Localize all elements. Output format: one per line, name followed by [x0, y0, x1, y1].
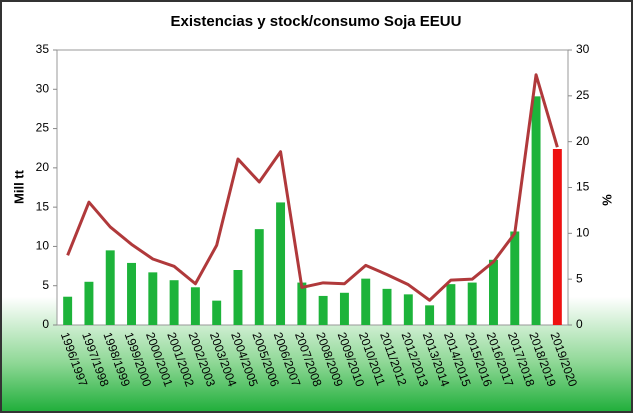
y-axis-label: Mill tt: [11, 169, 26, 204]
y-tick-label: 20: [36, 160, 50, 174]
y-tick-label: 0: [42, 317, 49, 331]
line: [66, 73, 559, 302]
y2-tick-label: 0: [576, 317, 583, 331]
bar: [190, 287, 200, 325]
y2-tick-label: 20: [576, 134, 590, 148]
bar: [489, 259, 498, 325]
y2-tick-label: 15: [576, 180, 590, 194]
bar: [254, 229, 264, 325]
bar: [233, 270, 243, 325]
y-tick-label: 5: [42, 278, 49, 292]
y-tick-label: 35: [36, 42, 50, 56]
y-tick-label: 15: [36, 199, 50, 213]
bar: [510, 231, 520, 325]
y2-tick-label: 25: [576, 88, 590, 102]
bar: [127, 262, 136, 325]
bar: [276, 202, 286, 325]
bar: [169, 280, 179, 325]
bar: [84, 281, 94, 325]
bar: [63, 296, 73, 325]
y2-axis-label: %: [600, 194, 615, 206]
y-tick-label: 30: [36, 81, 50, 95]
bar: [531, 96, 541, 325]
bar: [339, 292, 349, 325]
y-tick-label: 10: [36, 239, 50, 253]
bar: [467, 282, 477, 325]
bar: [297, 282, 307, 325]
bar: [148, 272, 158, 325]
bar: [105, 250, 115, 325]
bar: [382, 288, 392, 325]
chart-title: Existencias y stock/consumo Soja EEUU: [171, 13, 462, 30]
bar: [318, 295, 328, 325]
y2-tick-label: 5: [576, 271, 583, 285]
bar: [446, 284, 456, 325]
bar: [361, 278, 371, 325]
plot-area: [56, 49, 569, 326]
y2-tick-label: 10: [576, 226, 590, 240]
bar: [552, 149, 562, 325]
y2-tick-label: 30: [576, 42, 590, 56]
y-tick-label: 25: [36, 121, 50, 135]
bar: [425, 305, 435, 325]
bar: [212, 300, 222, 325]
bar: [403, 294, 413, 325]
